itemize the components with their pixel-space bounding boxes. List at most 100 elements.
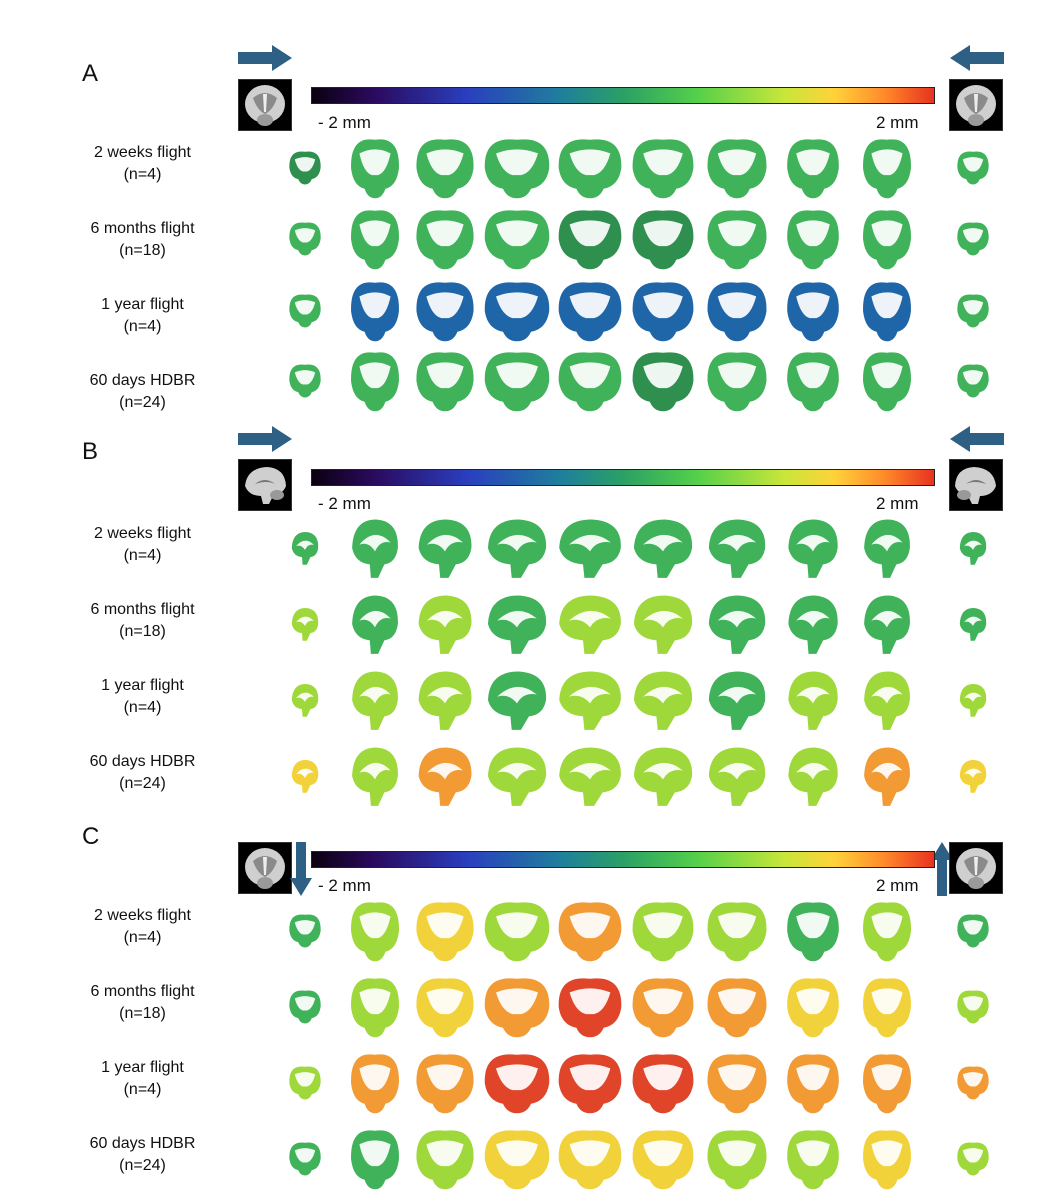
colorbar-max-label: 2 mm [876,876,919,895]
white-matter [426,292,464,319]
white-matter [569,292,611,319]
brain-slice [788,519,838,578]
brain-slice [487,747,547,806]
row-label: 60 days HDBR (n=24) [89,753,196,792]
white-matter [497,762,537,780]
white-matter [964,540,982,550]
brain-slice [863,352,911,412]
brain-slice [863,1054,911,1114]
brain-slice [957,151,989,185]
white-matter [359,220,391,247]
brain-slice [957,364,989,398]
white-matter [294,228,316,243]
white-matter [717,1140,757,1167]
brain-slice [484,1130,550,1190]
white-matter [426,362,464,389]
brain-slice [632,139,694,199]
row-label: 6 months flight (n=18) [90,220,195,259]
arrow-right-icon [238,45,292,71]
brain-slice [418,671,472,730]
white-matter [294,370,316,385]
brain-slice [632,352,694,412]
brain-slice [559,671,621,730]
white-matter [643,220,683,247]
panel-letter: B [82,438,99,465]
white-matter [871,534,903,552]
brain-slice [351,902,399,962]
white-matter [496,220,538,247]
row-label: 1 year flight (n=4) [101,677,184,716]
white-matter [962,996,984,1011]
panel-letter: C [82,823,100,850]
arrow-down-icon [290,842,312,896]
white-matter [359,149,391,176]
brain-slice-row [270,894,990,966]
white-matter [426,1064,464,1091]
brain-slice [484,282,550,342]
white-matter [359,1140,391,1167]
white-matter [962,300,984,315]
coronal-brain-thumbnail-icon [238,79,292,131]
white-matter [359,988,391,1015]
brain-slice [707,139,767,199]
brain-slice-row [270,202,990,274]
brain-slice [957,990,989,1024]
brain-slice [788,747,838,806]
white-matter [294,920,316,935]
white-matter [496,292,538,319]
white-matter [427,686,463,704]
white-matter [871,292,903,319]
panel-letter: A [82,60,99,87]
brain-slice [788,671,838,730]
brain-slice-row [270,344,990,416]
brain-slice [957,1066,989,1100]
brain-slice [863,978,911,1038]
row-label: 1 year flight (n=4) [101,1059,184,1098]
white-matter [296,692,314,702]
white-matter [569,762,611,780]
white-matter [643,762,683,780]
white-matter [569,149,611,176]
white-matter [962,1148,984,1163]
brain-slice [416,978,474,1038]
white-matter [359,912,391,939]
brain-slice [484,978,550,1038]
white-matter [569,610,611,628]
white-matter [359,1064,391,1091]
brain-slice [959,532,987,565]
brain-slice [418,519,472,578]
brain-slice [351,282,399,342]
brain-slice [289,294,321,328]
brain-slice [558,902,622,962]
white-matter [497,686,537,704]
colorbar [311,469,935,486]
brain-slice-row [270,274,990,346]
brain-slice [707,1130,767,1190]
white-matter [796,1064,830,1091]
brain-slice [708,671,766,730]
brain-slice [416,352,474,412]
brain-slice [291,532,319,565]
panel-a: A - 2 mm 2 mm 2 weeks flight (n=4) 6 mont… [0,0,1041,420]
brain-slice [352,747,398,806]
white-matter [296,616,314,626]
white-matter [496,912,538,939]
white-matter [962,370,984,385]
brain-slice-row [270,970,990,1042]
brain-slice [484,210,550,270]
brain-slice-row [270,1046,990,1118]
white-matter [871,1140,903,1167]
brain-slice [484,352,550,412]
brain-slice [864,747,910,806]
brain-slice [787,1130,839,1190]
white-matter [359,362,391,389]
white-matter [496,1140,538,1167]
brain-slice [351,210,399,270]
white-matter [497,534,537,552]
brain-slice [864,671,910,730]
brain-slice [291,760,319,793]
row-label: 2 weeks flight (n=4) [94,525,191,564]
white-matter [569,988,611,1015]
white-matter [796,988,830,1015]
brain-slice-row [270,588,990,660]
